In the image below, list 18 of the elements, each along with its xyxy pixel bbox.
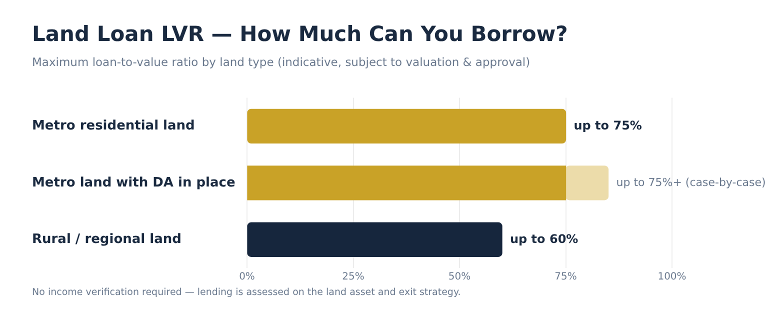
x-tick-label: 50% — [448, 272, 471, 283]
data-label: up to 75% — [574, 118, 642, 132]
data-label: up to 75%+ (case-by-case) — [616, 176, 766, 189]
y-tick-label: Metro residential land — [32, 118, 195, 134]
bar — [247, 222, 502, 257]
y-tick-label: Rural / regional land — [32, 232, 182, 248]
y-tick-label: Metro land with DA in place — [32, 175, 236, 190]
x-tick-label: 75% — [554, 272, 577, 283]
x-tick-label: 0% — [239, 272, 255, 283]
bar — [565, 166, 609, 200]
text: No income verification required — lending is assessed on the land asset and exit strategy. — [32, 287, 461, 298]
bar — [247, 166, 566, 200]
x-tick-label: 25% — [342, 272, 364, 283]
data-label: up to 60% — [510, 232, 578, 246]
chart-title: Land Loan LVR — How Much Can You Borrow? — [32, 22, 568, 46]
chart-subtitle: Maximum loan-to-value ratio by land type (indicative, subject to valuation & approval) — [32, 55, 530, 69]
x-tick-label: 100% — [658, 272, 686, 283]
bar — [247, 108, 566, 144]
